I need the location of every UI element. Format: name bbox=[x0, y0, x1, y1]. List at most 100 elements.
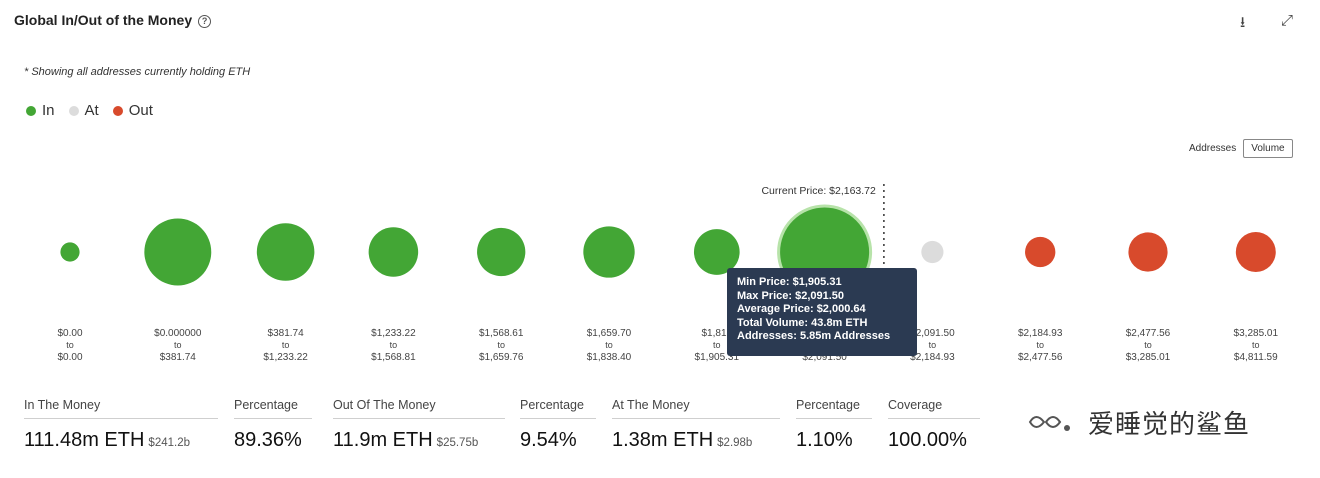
tick-label-separator: to bbox=[1144, 340, 1152, 350]
tick-label: $2,091.50 bbox=[910, 328, 955, 339]
tick-label: $2,091.50 bbox=[802, 352, 847, 363]
tick-label-separator: to bbox=[1036, 340, 1044, 350]
tick-label: $0.00 bbox=[57, 328, 82, 339]
stat-label: Percentage bbox=[520, 398, 596, 419]
tooltip-average-price: Average Price: $2,000.64 bbox=[737, 303, 866, 315]
legend-item-in[interactable]: In bbox=[26, 102, 55, 119]
download-icon[interactable]: ⭳ bbox=[1240, 14, 1246, 31]
stat-value-sub: $241.2b bbox=[148, 437, 190, 449]
chart-title-text: Global In/Out of the Money bbox=[14, 12, 193, 28]
watermark-text: 爱睡觉的鲨鱼 bbox=[1088, 409, 1251, 439]
stat-value-main: 9.54% bbox=[520, 429, 577, 451]
tick-label: $2,184.93 bbox=[1018, 328, 1063, 339]
legend-dot-in bbox=[26, 105, 36, 116]
bubble-in[interactable] bbox=[60, 242, 80, 262]
stat-label: Percentage bbox=[796, 398, 872, 419]
tick-label-separator: to bbox=[497, 340, 505, 350]
stat-label: Coverage bbox=[888, 398, 980, 419]
addresses-button[interactable]: Addresses bbox=[1182, 140, 1244, 157]
tick-label: $0.00 bbox=[57, 352, 82, 363]
stat-value-main: 89.36% bbox=[234, 429, 302, 451]
tick-label: $2,477.56 bbox=[1018, 352, 1063, 363]
bubble-out[interactable] bbox=[1025, 236, 1056, 268]
stat-at-percentage: Percentage 1.10% bbox=[796, 398, 872, 452]
help-icon[interactable]: ? bbox=[198, 15, 212, 28]
tick-label: $1,233.22 bbox=[263, 352, 308, 363]
fullscreen-icon[interactable]: ⤢ bbox=[1281, 12, 1294, 29]
bubble-in[interactable] bbox=[368, 227, 419, 277]
stat-coverage: Coverage 100.00% bbox=[888, 398, 980, 452]
stat-value-sub: $2.98b bbox=[717, 437, 753, 449]
stat-value: 11.9m ETH $25.75b bbox=[333, 429, 505, 452]
stat-value-main: 100.00% bbox=[888, 429, 967, 451]
summary-stats: In The Money 111.48m ETH $241.2b Percenta… bbox=[0, 398, 1320, 478]
legend-item-at[interactable]: At bbox=[68, 102, 99, 119]
tick-label: $381.74 bbox=[160, 352, 197, 363]
legend-label-out: Out bbox=[128, 102, 153, 119]
tick-label-separator: to bbox=[390, 340, 398, 350]
stat-value: 1.38m ETH $2.98b bbox=[612, 429, 780, 452]
stat-value-sub: $25.75b bbox=[436, 437, 479, 449]
holding-note: * Showing all addresses currently holdin… bbox=[24, 66, 251, 78]
bubble-in[interactable] bbox=[256, 223, 315, 281]
bubble-in[interactable] bbox=[693, 229, 740, 275]
tick-label: $381.74 bbox=[268, 328, 305, 339]
bubble-in[interactable] bbox=[144, 218, 212, 286]
stat-value-main: 1.38m ETH bbox=[612, 429, 714, 451]
volume-button[interactable]: Volume bbox=[1243, 139, 1293, 158]
stat-value-main: 111.48m ETH bbox=[24, 429, 145, 451]
stat-value-main: 1.10% bbox=[796, 429, 853, 451]
tick-label-separator: to bbox=[605, 340, 613, 350]
tick-label: $1,568.61 bbox=[479, 328, 524, 339]
stat-label: Percentage bbox=[234, 398, 312, 419]
bubble-in[interactable] bbox=[477, 227, 526, 277]
tick-label: $2,477.56 bbox=[1126, 328, 1171, 339]
bubble-out[interactable] bbox=[1128, 232, 1168, 272]
stat-out-of-the-money: Out Of The Money 11.9m ETH $25.75b bbox=[333, 398, 505, 452]
bubble-chart: Current Price: $2,163.72$0.00to$0.00$0.0… bbox=[57, 184, 1279, 363]
tooltip-total-volume: Total Volume: 43.8m ETH bbox=[737, 316, 868, 329]
bubble-at[interactable] bbox=[921, 240, 944, 264]
tick-label: $1,905.31 bbox=[695, 352, 740, 363]
stat-label: At The Money bbox=[612, 398, 780, 419]
legend-label-in: In bbox=[42, 102, 55, 119]
tick-label: $1,838.40 bbox=[587, 352, 632, 363]
stat-in-percentage: Percentage 89.36% bbox=[234, 398, 312, 452]
current-price-label: Current Price: $2,163.72 bbox=[761, 185, 876, 197]
tick-label-separator: to bbox=[929, 340, 937, 350]
legend-dot-out bbox=[112, 105, 123, 116]
tick-label: $1,233.22 bbox=[371, 328, 416, 339]
bubble-out[interactable] bbox=[1235, 232, 1276, 272]
legend: In At Out bbox=[26, 102, 153, 119]
tick-label: $0.000000 bbox=[154, 328, 202, 339]
stat-value-main: 11.9m ETH bbox=[333, 429, 433, 451]
stat-value: 111.48m ETH $241.2b bbox=[24, 429, 218, 452]
tick-label-separator: to bbox=[174, 340, 182, 350]
stat-at-the-money: At The Money 1.38m ETH $2.98b bbox=[612, 398, 780, 452]
chart-tooltip: Min Price: $1,905.31 Max Price: $2,091.5… bbox=[727, 268, 917, 356]
tick-label-separator: to bbox=[66, 340, 74, 350]
tick-label-separator: to bbox=[713, 340, 721, 350]
tick-label: $1,818 bbox=[702, 328, 733, 339]
stat-label: In The Money bbox=[24, 398, 218, 419]
tick-label: $1,568.81 bbox=[371, 352, 416, 363]
tick-label: $2,184.93 bbox=[910, 352, 955, 363]
tooltip-min-price: Min Price: $1,905.31 bbox=[737, 276, 842, 288]
tick-label-separator: to bbox=[1252, 340, 1260, 350]
stat-in-the-money: In The Money 111.48m ETH $241.2b bbox=[24, 398, 218, 452]
bubble-in[interactable] bbox=[583, 226, 635, 278]
chart-title: Global In/Out of the Money? bbox=[14, 12, 212, 28]
tooltip-addresses: Addresses: 5.85m Addresses bbox=[737, 330, 891, 342]
tick-label: $3,285.01 bbox=[1234, 328, 1279, 339]
tick-label: $1,659.76 bbox=[479, 352, 524, 363]
stat-label: Out Of The Money bbox=[333, 398, 505, 419]
tick-label: $1,659.70 bbox=[587, 328, 632, 339]
tooltip-max-price: Max Price: $2,091.50 bbox=[737, 289, 845, 302]
stat-out-percentage: Percentage 9.54% bbox=[520, 398, 596, 452]
metric-toggle: Addresses Volume bbox=[1182, 139, 1293, 158]
tick-label-separator: to bbox=[282, 340, 290, 350]
wechat-watermark-icon bbox=[1028, 416, 1070, 431]
legend-dot-at bbox=[68, 105, 79, 116]
legend-label-at: At bbox=[84, 102, 99, 119]
legend-item-out[interactable]: Out bbox=[112, 102, 153, 119]
